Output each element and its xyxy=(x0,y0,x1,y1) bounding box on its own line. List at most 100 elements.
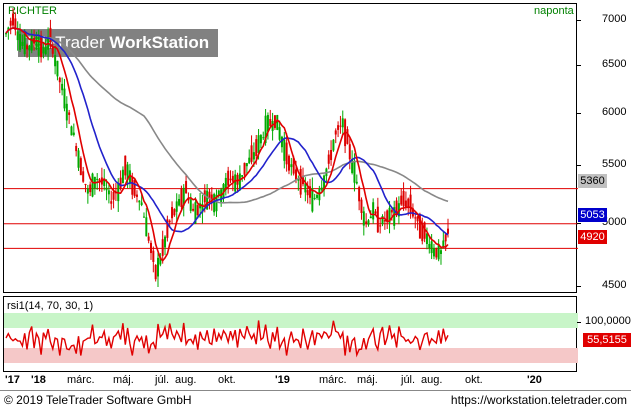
rsi-value-badge: 55,5155 xyxy=(583,333,631,347)
price-chart-pane[interactable]: RICHTER naponta TeleTrader WorkStation xyxy=(3,3,578,293)
price-axis: 7000 6500 6000 5500 5000 4500 5360 5053 4920 xyxy=(577,3,631,293)
candle-body xyxy=(386,210,389,221)
candle-body xyxy=(30,34,33,51)
candle-body xyxy=(77,150,80,168)
date-axis-label: '20 xyxy=(527,374,542,386)
price-tick-mark xyxy=(577,165,581,167)
candle-body xyxy=(372,202,375,220)
candle-body xyxy=(89,184,92,193)
candle-body xyxy=(367,220,370,225)
date-axis-label: '18 xyxy=(31,374,46,386)
candle-body xyxy=(56,60,59,77)
candle-body xyxy=(287,155,290,171)
date-axis-label: okt. xyxy=(218,374,236,386)
candle-body xyxy=(241,175,244,177)
candle-body xyxy=(245,163,248,167)
candle-body xyxy=(320,187,323,190)
candle-body xyxy=(182,187,185,206)
rsi-axis: 100,0000 55,5155 xyxy=(577,296,631,372)
candle-body xyxy=(145,217,148,237)
candle-body xyxy=(395,200,398,216)
price-tick-mark xyxy=(577,286,581,288)
candle-body xyxy=(7,27,10,31)
candle-body xyxy=(42,46,45,54)
candle-body xyxy=(299,169,302,195)
price-tick-label: 5000 xyxy=(602,215,627,228)
candle-body xyxy=(390,209,393,213)
candle-body xyxy=(290,164,293,168)
period-label: naponta xyxy=(534,5,574,17)
candle-body xyxy=(138,200,141,203)
price-tick-label: 5500 xyxy=(602,158,627,171)
candle-body xyxy=(86,188,89,194)
candle-body xyxy=(323,175,326,191)
candle-body xyxy=(79,158,82,176)
candle-body xyxy=(379,225,382,227)
date-axis-label: aug. xyxy=(421,374,443,386)
candle-body xyxy=(206,190,209,210)
slow-moving-average-line xyxy=(5,27,449,204)
rsi-title: rsi1(14, 70, 30, 1) xyxy=(7,300,94,312)
candle-body xyxy=(369,216,372,219)
candle-body xyxy=(416,216,419,222)
candle-body xyxy=(414,217,417,219)
candle-body xyxy=(168,220,171,223)
date-axis-label: okt. xyxy=(465,374,483,386)
candle-body xyxy=(439,250,442,254)
candle-body xyxy=(213,194,216,213)
candle-body xyxy=(194,202,197,224)
candle-body xyxy=(309,186,312,198)
candle-body xyxy=(147,236,150,241)
candle-body xyxy=(259,135,262,144)
candle-body xyxy=(133,179,136,197)
candle-body xyxy=(273,115,276,128)
candle-body xyxy=(51,45,54,54)
candle-body xyxy=(248,157,251,164)
candle-body xyxy=(393,207,396,226)
date-axis-label: márc. xyxy=(319,374,347,386)
candle-body xyxy=(397,203,400,217)
candle-body xyxy=(157,257,160,277)
workstation-link[interactable]: https://workstation.teletrader.com xyxy=(450,393,627,407)
candle-body xyxy=(58,77,61,83)
candle-body xyxy=(96,178,99,180)
rsi-line xyxy=(5,320,449,358)
candle-body xyxy=(421,222,424,242)
candle-body xyxy=(112,191,115,200)
candle-body xyxy=(435,247,438,258)
candle-body xyxy=(327,154,330,164)
candle-body xyxy=(75,145,78,152)
candle-body xyxy=(61,83,64,91)
candle-body xyxy=(332,139,335,151)
rsi-pane[interactable]: rsi1(14, 70, 30, 1) xyxy=(3,296,578,372)
candle-body xyxy=(252,152,255,160)
candle-body xyxy=(383,220,386,222)
candle-body xyxy=(285,142,288,165)
candle-body xyxy=(215,194,218,212)
candle-body xyxy=(9,20,12,26)
candle-body xyxy=(107,190,110,195)
candle-body xyxy=(250,145,253,162)
candle-body xyxy=(407,198,410,208)
candle-body xyxy=(28,45,31,51)
candle-body xyxy=(201,203,204,213)
candle-body xyxy=(358,187,361,202)
candle-body xyxy=(126,164,129,181)
candle-body xyxy=(159,256,162,265)
candle-body xyxy=(229,178,232,181)
candle-body xyxy=(425,233,428,245)
fast-moving-average-line xyxy=(5,27,449,262)
copyright-text: © 2019 TeleTrader Software GmbH xyxy=(4,393,192,407)
candle-body xyxy=(82,171,85,182)
date-axis-label: júl. xyxy=(155,374,170,386)
price-badge: 4920 xyxy=(578,230,607,245)
candle-body xyxy=(175,201,178,212)
candle-body xyxy=(231,175,234,182)
candle-body xyxy=(210,194,213,203)
candle-body xyxy=(84,183,87,185)
candle-body xyxy=(423,222,426,239)
candle-body xyxy=(142,216,145,218)
candle-body xyxy=(447,228,449,234)
candle-body xyxy=(171,207,174,219)
candle-body xyxy=(192,208,195,211)
